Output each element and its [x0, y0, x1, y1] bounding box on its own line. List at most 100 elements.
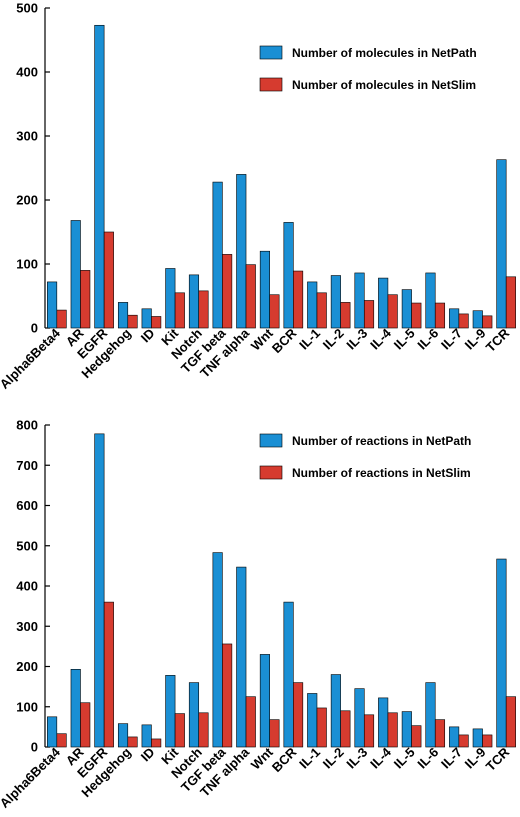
bar-netslim-tnf-alpha: [245, 696, 256, 748]
y-tick-label: 600: [16, 498, 38, 513]
y-tick-label: 200: [16, 193, 38, 208]
bar-netslim-kit: [174, 713, 185, 748]
y-tick-label: 100: [16, 257, 38, 272]
bar-netpath-tcr: [496, 159, 507, 329]
y-tick-label: 400: [16, 65, 38, 80]
x-category-label: TCR: [483, 325, 513, 355]
bar-netslim-bcr: [293, 682, 304, 748]
bar-netpath-bcr: [283, 222, 294, 329]
legend-label-netslim: Number of reactions in NetSlim: [292, 466, 471, 480]
y-tick-label: 500: [16, 538, 38, 553]
bar-netslim-il-7: [458, 734, 469, 748]
bar-netpath-il-4: [378, 697, 389, 748]
bar-netslim-il-6: [434, 719, 446, 748]
bar-netslim-wnt: [269, 294, 280, 329]
bar-netpath-il-3: [354, 272, 365, 329]
bar-netpath-hedgehog: [117, 723, 129, 748]
x-category-label: ID: [138, 326, 158, 346]
x-category-label: IL-5: [391, 326, 418, 353]
bar-netpath-il-5: [401, 711, 412, 748]
y-tick-label: 100: [16, 699, 38, 714]
bar-netslim-hedgehog: [127, 736, 138, 748]
bar-netpath-ar: [70, 669, 81, 748]
x-category-label: IL-1: [296, 326, 323, 353]
bar-netslim-notch: [198, 290, 209, 329]
legend-swatch-netslim: [259, 465, 283, 480]
bar-netpath-il-6: [425, 272, 436, 329]
x-category-label: IL-3: [343, 745, 370, 772]
bar-netpath-kit: [165, 268, 176, 329]
bar-netpath-alpha6beta4: [47, 716, 58, 748]
bar-netpath-egfr: [94, 24, 105, 329]
y-tick-label: 400: [16, 579, 38, 594]
y-tick-label: 500: [16, 1, 38, 16]
bar-netslim-egfr: [103, 601, 114, 748]
bar-netslim-il-5: [411, 725, 422, 748]
bar-netslim-egfr: [103, 231, 114, 329]
bar-netslim-id: [151, 738, 162, 748]
y-tick-label: 0: [31, 321, 38, 336]
legend-label-netpath: Number of reactions in NetPath: [292, 434, 471, 448]
x-category-label: IL-1: [296, 745, 323, 772]
legend-label-netslim: Number of molecules in NetSlim: [292, 78, 476, 92]
bar-netslim-alpha6beta4: [56, 309, 67, 329]
bar-netpath-il-2: [330, 275, 341, 329]
bar-netslim-il-2: [340, 710, 351, 748]
bar-netpath-il-1: [307, 281, 318, 329]
bar-netpath-notch: [188, 682, 200, 748]
bar-netpath-hedgehog: [117, 302, 129, 329]
bar-netslim-il-6: [434, 302, 446, 329]
bar-netpath-il-4: [378, 277, 389, 329]
y-tick-label: 700: [16, 458, 38, 473]
x-category-label: IL-7: [438, 745, 465, 772]
x-category-label: IL-4: [367, 325, 394, 352]
bar-netslim-notch: [198, 712, 209, 748]
bar-netpath-id: [141, 308, 152, 329]
legend-swatch-netpath: [259, 433, 283, 448]
bar-netslim-ar: [80, 270, 91, 329]
x-category-label: IL-6: [414, 326, 441, 353]
bar-netpath-kit: [165, 675, 176, 748]
bar-netslim-il-9: [482, 315, 493, 329]
bar-netslim-tnf-alpha: [245, 264, 256, 329]
y-tick-label: 300: [16, 129, 38, 144]
bar-netslim-tgf-beta: [222, 643, 233, 748]
bar-netslim-kit: [174, 292, 185, 329]
bar-netslim-il-3: [363, 300, 375, 329]
x-category-label: BCR: [269, 744, 300, 775]
bar-netslim-il-4: [387, 294, 398, 329]
bar-netslim-il-9: [482, 734, 493, 748]
bar-netslim-alpha6beta4: [56, 733, 67, 748]
bar-netpath-id: [141, 724, 152, 748]
bar-netpath-wnt: [259, 250, 270, 329]
bar-netslim-ar: [80, 702, 91, 748]
y-tick-label: 800: [16, 418, 38, 433]
bar-netpath-tgf-beta: [212, 181, 223, 329]
x-category-label: IL-2: [320, 326, 347, 353]
x-category-label: BCR: [269, 325, 300, 356]
x-category-label: TCR: [483, 744, 513, 774]
y-tick-label: 200: [16, 659, 38, 674]
bar-netpath-il-5: [401, 289, 412, 329]
bar-netpath-notch: [188, 274, 200, 329]
bar-netslim-il-5: [411, 302, 422, 329]
bar-netslim-tgf-beta: [222, 254, 233, 329]
bar-netslim-id: [151, 316, 162, 329]
x-category-label: IL-4: [367, 744, 394, 771]
bar-netpath-tgf-beta: [212, 552, 223, 748]
bar-netpath-il-2: [330, 674, 341, 748]
y-tick-label: 0: [31, 740, 38, 755]
x-category-label: IL-9: [462, 745, 489, 772]
x-category-label: IL-9: [462, 326, 489, 353]
bar-netslim-il-2: [340, 302, 351, 329]
bar-netpath-tcr: [496, 558, 507, 748]
bar-netslim-hedgehog: [127, 314, 138, 329]
bar-netpath-il-3: [354, 688, 365, 748]
bar-netslim-bcr: [293, 270, 304, 329]
bar-netpath-alpha6beta4: [47, 281, 58, 329]
bar-netslim-tcr: [505, 696, 516, 748]
legend-label-netpath: Number of molecules in NetPath: [292, 46, 477, 60]
x-category-label: IL-2: [320, 745, 347, 772]
